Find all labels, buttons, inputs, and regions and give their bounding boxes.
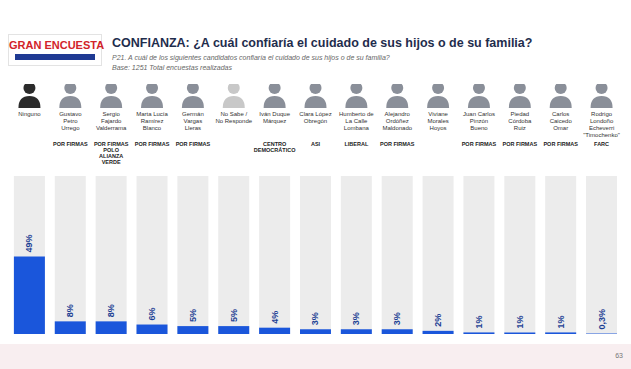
svg-text:5%: 5% [188,309,198,322]
svg-text:3%: 3% [310,312,320,325]
svg-text:Pinzón: Pinzón [470,118,488,124]
svg-text:1%: 1% [515,315,525,328]
svg-text:Obregón: Obregón [304,118,327,124]
svg-text:Juan Carlos: Juan Carlos [463,111,495,117]
svg-text:Ordóñez: Ordóñez [386,118,409,124]
svg-text:Bueno: Bueno [470,125,488,131]
svg-text:8%: 8% [65,304,75,317]
svg-text:La Calle: La Calle [345,118,368,124]
svg-text:Germán: Germán [182,111,204,117]
svg-text:LIBERAL: LIBERAL [344,141,368,147]
svg-text:POR FIRMAS: POR FIRMAS [53,141,88,147]
svg-text:3%: 3% [351,312,361,325]
svg-text:POR FIRMAS: POR FIRMAS [176,141,211,147]
svg-text:3%: 3% [392,312,402,325]
svg-text:Fajardo: Fajardo [101,118,122,124]
html-text:Base: 1251 Total encuestas rea: Base: 1251 Total encuestas realizadas [112,64,232,71]
svg-text:VERDE: VERDE [102,159,121,165]
svg-text:Morales: Morales [427,118,448,124]
svg-text:No Responde: No Responde [215,118,252,124]
html-text:GRAN ENCUESTA: GRAN ENCUESTA [9,39,105,51]
svg-text:Humberto de: Humberto de [339,111,374,117]
svg-text:Omar: Omar [553,125,568,131]
svg-text:CENTRO: CENTRO [263,141,287,147]
svg-text:POR FIRMAS: POR FIRMAS [543,141,578,147]
svg-text:Iván Duque: Iván Duque [259,111,290,117]
svg-text:Viviane: Viviane [428,111,448,117]
svg-text:Hoyos: Hoyos [430,125,447,131]
svg-text:49%: 49% [24,235,34,253]
svg-text:6%: 6% [147,308,157,321]
svg-text:1%: 1% [474,315,484,328]
svg-text:Maldonado: Maldonado [382,125,412,131]
svg-text:2%: 2% [433,314,443,327]
html-text:63: 63 [615,352,623,359]
svg-text:Carlos: Carlos [552,111,569,117]
svg-text:"Timochenko": "Timochenko" [583,132,620,138]
svg-text:FARC: FARC [594,141,609,147]
svg-text:Ninguno: Ninguno [18,111,41,117]
svg-text:Echeverri: Echeverri [589,125,614,131]
svg-text:Ramírez: Ramírez [141,118,164,124]
svg-text:Ruiz: Ruiz [514,125,526,131]
svg-text:Lombana: Lombana [344,125,370,131]
svg-text:Alejandro: Alejandro [385,111,411,117]
svg-text:Caicedo: Caicedo [550,118,573,124]
svg-text:Piedad: Piedad [510,111,529,117]
svg-text:ASI: ASI [311,141,321,147]
svg-text:Blanco: Blanco [143,125,162,131]
svg-text:Vargas: Vargas [184,118,203,124]
svg-text:0,3%: 0,3% [597,309,607,330]
svg-text:Valderrama: Valderrama [96,125,127,131]
svg-text:POR FIRMAS: POR FIRMAS [380,141,415,147]
svg-text:Márquez: Márquez [263,118,286,124]
svg-text:POR FIRMAS: POR FIRMAS [93,141,129,147]
svg-text:No Sabe /: No Sabe / [220,111,247,117]
html-text:CONFIANZA: ¿A cuál confiaría e: CONFIANZA: ¿A cuál confiaría el cuidado … [112,36,533,50]
svg-text:5%: 5% [229,309,239,322]
svg-text:4%: 4% [270,311,280,324]
svg-text:Rodrigo: Rodrigo [591,111,613,117]
svg-text:Lleras: Lleras [185,125,201,131]
svg-text:DEMOCRÁTICO: DEMOCRÁTICO [254,147,296,153]
svg-text:8%: 8% [106,304,116,317]
svg-text:Petro: Petro [63,118,78,124]
svg-text:Urrego: Urrego [61,125,80,131]
svg-text:POLO: POLO [103,147,119,153]
svg-text:Londoño: Londoño [590,118,614,124]
svg-text:Córdoba: Córdoba [508,118,532,124]
html-text:P21. A cuál de los siguientes: P21. A cuál de los siguientes candidatos… [112,54,390,61]
svg-text:Gustavo: Gustavo [59,111,82,117]
svg-text:POR FIRMAS: POR FIRMAS [462,141,497,147]
svg-text:POR FIRMAS: POR FIRMAS [503,141,538,147]
svg-text:Sergio: Sergio [102,111,120,117]
svg-text:ALIANZA: ALIANZA [99,153,124,159]
svg-text:Marta Lucía: Marta Lucía [136,111,168,117]
svg-text:1%: 1% [556,315,566,328]
svg-text:POR FIRMAS: POR FIRMAS [135,141,170,147]
svg-text:Clara López: Clara López [299,111,331,117]
